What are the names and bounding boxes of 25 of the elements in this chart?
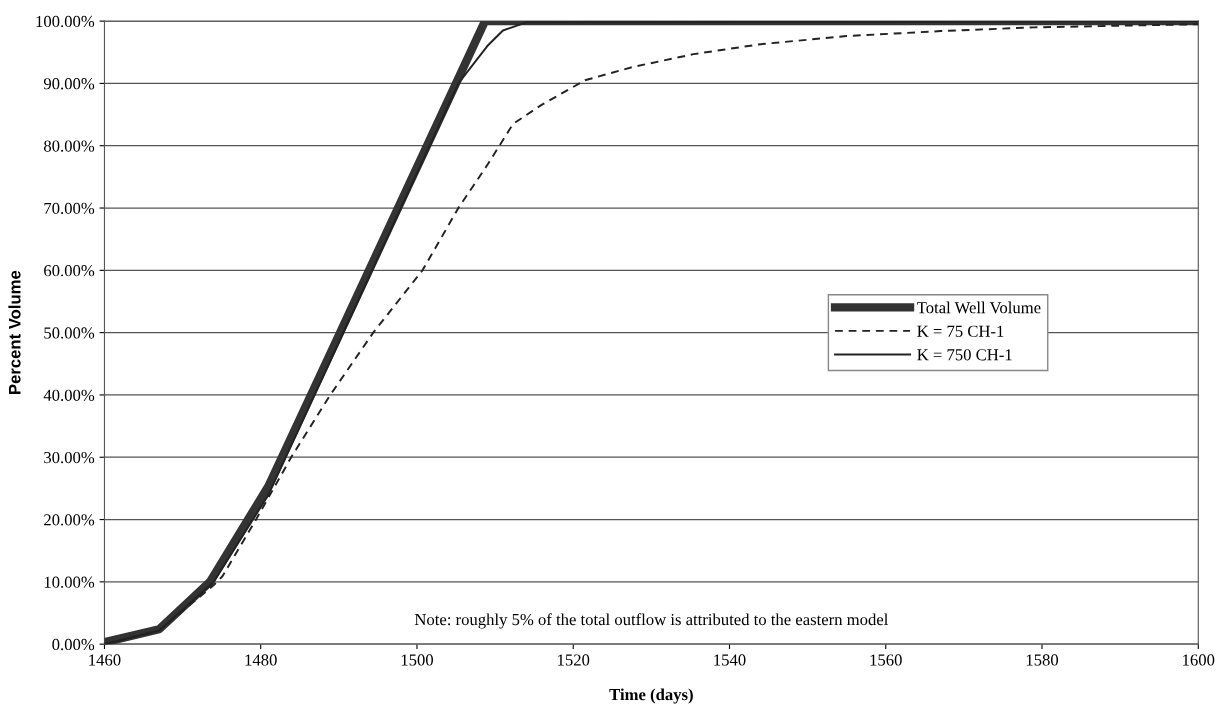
y-tick-label: 60.00% [44,265,95,277]
y-tick-label: 10.00% [44,576,95,588]
y-tick-label: 70.00% [44,202,95,215]
annotation: Note: roughly 5% of the total outflow is attributed to the eastern model [414,613,889,629]
y-tick-label: 30.00% [44,451,95,464]
legend-label: K = 75 CH-1 [917,325,1004,337]
x-tick-label: 1460 [89,654,121,666]
y-tick-label: 0.00% [52,638,95,651]
legend-label: K = 750 CH-1 [917,349,1012,361]
y-tick-label: 100.00% [36,15,95,28]
y-axis-title: Percent Volume [8,270,21,394]
y-tick-label: 40.00% [43,389,95,401]
x-tick-label: 1560 [870,654,902,666]
y-tick-label: 90.00% [43,78,95,90]
y-tick-label: 20.00% [44,514,95,526]
x-tick-label: 1480 [245,654,277,666]
y-tick-label: 80.00% [44,140,95,152]
x-tick-label: 1520 [558,654,590,666]
legend-label: Total Well Volume [917,301,1041,314]
x-tick-label: 1600 [1183,654,1215,666]
x-tick-label: 1500 [401,654,434,666]
x-tick-label: 1580 [1026,654,1059,666]
y-tick-label: 50.00% [44,327,95,339]
x-axis-title: Time (days) [609,688,693,704]
x-tick-label: 1540 [714,654,746,666]
